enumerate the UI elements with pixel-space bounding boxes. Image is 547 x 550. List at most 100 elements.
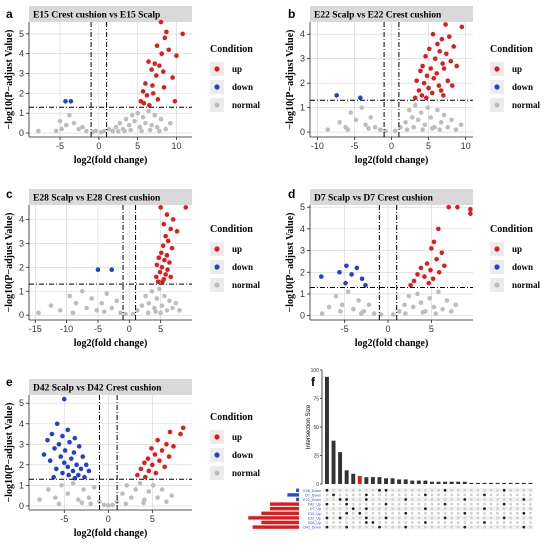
point-up — [423, 53, 428, 59]
matrix-dot — [509, 521, 513, 524]
matrix-dot — [515, 507, 519, 511]
matrix-dot — [522, 516, 526, 520]
point-normal — [118, 310, 123, 316]
set-label: D42_Down — [303, 526, 321, 530]
point-normal — [123, 501, 129, 507]
point-normal — [79, 288, 85, 294]
set-size-bar — [296, 488, 299, 492]
point-up — [424, 261, 430, 266]
matrix-dot — [469, 493, 473, 497]
point-up — [153, 470, 159, 476]
point-up — [429, 246, 434, 251]
point-up — [438, 88, 444, 93]
matrix-dot — [463, 516, 467, 520]
x-tick-label: -5 — [60, 514, 68, 524]
point-normal — [91, 485, 97, 490]
point-normal — [48, 303, 54, 308]
set-size-bar — [296, 497, 299, 502]
matrix-dot — [463, 521, 467, 524]
point-up — [153, 73, 159, 78]
set-label: E22_Up — [308, 516, 321, 520]
legend-key-normal — [214, 102, 220, 108]
point-down — [65, 427, 71, 433]
matrix-dot — [391, 488, 394, 492]
point-normal — [167, 120, 173, 126]
matrix-dot — [345, 488, 349, 492]
point-normal — [404, 127, 410, 132]
matrix-dot — [378, 516, 381, 520]
point-up — [149, 67, 154, 72]
point-normal — [76, 497, 81, 503]
intersection-bar — [456, 481, 461, 484]
matrix-dot — [384, 493, 388, 497]
legend-label-up: up — [232, 432, 242, 442]
point-normal — [135, 308, 140, 313]
point-up — [443, 22, 448, 27]
matrix-dot — [345, 493, 349, 497]
point-up — [160, 279, 165, 284]
matrix-dot — [450, 525, 454, 529]
matrix-dot — [358, 511, 362, 515]
matrix-dot — [522, 511, 526, 515]
point-down — [41, 452, 47, 457]
matrix-dot — [410, 525, 414, 529]
y-tick-label: 3 — [19, 69, 24, 79]
matrix-dot — [463, 511, 467, 515]
matrix-dot — [397, 498, 401, 501]
point-normal — [167, 298, 172, 304]
matrix-dot — [391, 498, 394, 501]
point-up — [158, 250, 164, 256]
intersection-bar — [338, 452, 343, 484]
matrix-dot — [338, 525, 342, 529]
y-tick-label: 3 — [19, 439, 24, 449]
intersection-bar — [508, 482, 513, 484]
point-up — [414, 78, 419, 84]
matrix-dot — [332, 525, 335, 529]
point-down — [68, 99, 74, 104]
point-normal — [378, 312, 384, 317]
matrix-dot — [496, 516, 499, 520]
matrix-dot — [456, 507, 460, 511]
point-up — [166, 47, 172, 53]
panel-title-strip — [310, 6, 473, 22]
matrix-dot — [338, 498, 342, 501]
matrix-dot — [509, 511, 513, 515]
legend-key-up — [214, 434, 220, 440]
x-tick-label: 5 — [135, 141, 140, 151]
matrix-dot — [391, 525, 394, 529]
matrix-dot — [338, 493, 342, 497]
point-up — [426, 46, 432, 52]
matrix-dot — [509, 516, 513, 520]
matrix-dot — [483, 502, 486, 506]
matrix-dot — [443, 516, 447, 520]
point-up — [436, 269, 442, 275]
matrix-dot — [338, 516, 342, 520]
point-up — [437, 49, 442, 54]
intersection-bar — [377, 477, 382, 484]
point-up — [446, 204, 452, 210]
y-tick-label: 4 — [300, 29, 305, 39]
intersection-bar — [423, 480, 428, 484]
matrix-dot — [325, 511, 329, 515]
matrix-row-band — [323, 524, 533, 530]
point-up — [143, 474, 148, 480]
point-normal — [113, 124, 119, 130]
point-up — [172, 99, 178, 104]
point-normal — [420, 310, 426, 315]
legend-key-up — [494, 246, 500, 252]
point-up — [164, 253, 170, 258]
matrix-dot — [364, 488, 368, 492]
point-up — [143, 81, 148, 86]
point-up — [146, 468, 152, 474]
point-up — [459, 24, 465, 30]
matrix-dot — [502, 511, 506, 515]
point-normal — [53, 495, 58, 500]
point-up — [440, 61, 445, 66]
matrix-dot — [489, 507, 493, 511]
point-up — [152, 61, 158, 66]
point-up — [162, 257, 167, 263]
panel-letter: e — [6, 375, 13, 389]
matrix-dot — [469, 511, 473, 515]
matrix-dot — [404, 521, 408, 524]
point-normal — [153, 309, 158, 314]
